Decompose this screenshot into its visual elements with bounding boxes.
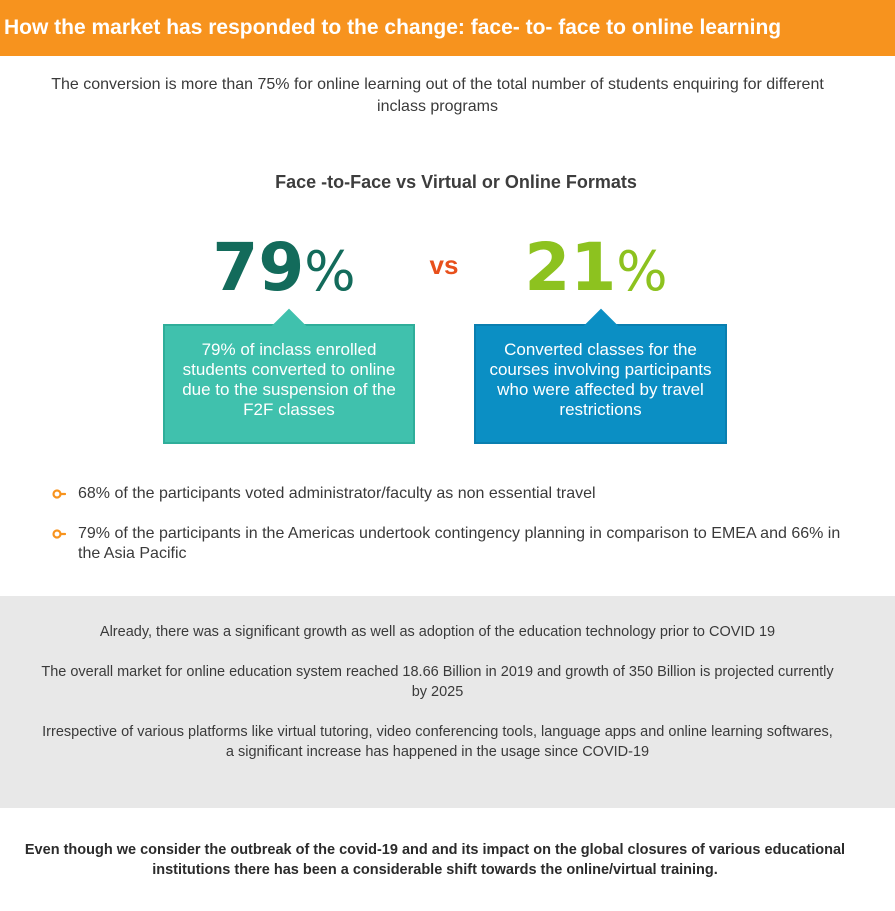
online-percent-sign: % <box>616 240 668 303</box>
bullet-text: 68% of the participants voted administra… <box>78 485 596 502</box>
bullet-list: 68% of the participants voted administra… <box>50 484 850 584</box>
page-title: How the market has responded to the chan… <box>4 16 782 39</box>
online-number: 21 <box>524 229 617 306</box>
online-stat: 21% <box>466 228 726 308</box>
footer-text: Even though we consider the outbreak of … <box>24 842 846 878</box>
vs-label: vs <box>429 250 459 280</box>
list-item: 79% of the participants in the Americas … <box>50 524 850 564</box>
comparison-title: Face -to-Face vs Virtual or Online Forma… <box>275 172 637 192</box>
online-description: Converted classes for the courses involv… <box>489 340 712 419</box>
intro-text: The conversion is more than 75% for onli… <box>51 76 824 115</box>
fact-text: Irrespective of various platforms like v… <box>42 724 833 760</box>
face-to-face-stat: 79% <box>154 228 414 308</box>
facts-panel: Already, there was a significant growth … <box>0 596 895 808</box>
face-to-face-callout: 79% of inclass enrolled students convert… <box>163 324 415 444</box>
face-to-face-number: 79 <box>212 229 305 306</box>
list-item: 68% of the participants voted administra… <box>50 484 850 504</box>
fact-text: The overall market for online education … <box>41 664 834 700</box>
bullet-text: 79% of the participants in the Americas … <box>78 525 841 562</box>
online-callout: Converted classes for the courses involv… <box>474 324 727 444</box>
orange-bullet-icon <box>52 489 66 499</box>
face-to-face-percent-sign: % <box>304 240 356 303</box>
orange-bullet-icon <box>52 529 66 539</box>
face-to-face-description: 79% of inclass enrolled students convert… <box>182 340 396 419</box>
fact-text: Already, there was a significant growth … <box>99 624 776 640</box>
page-header: How the market has responded to the chan… <box>0 0 895 56</box>
